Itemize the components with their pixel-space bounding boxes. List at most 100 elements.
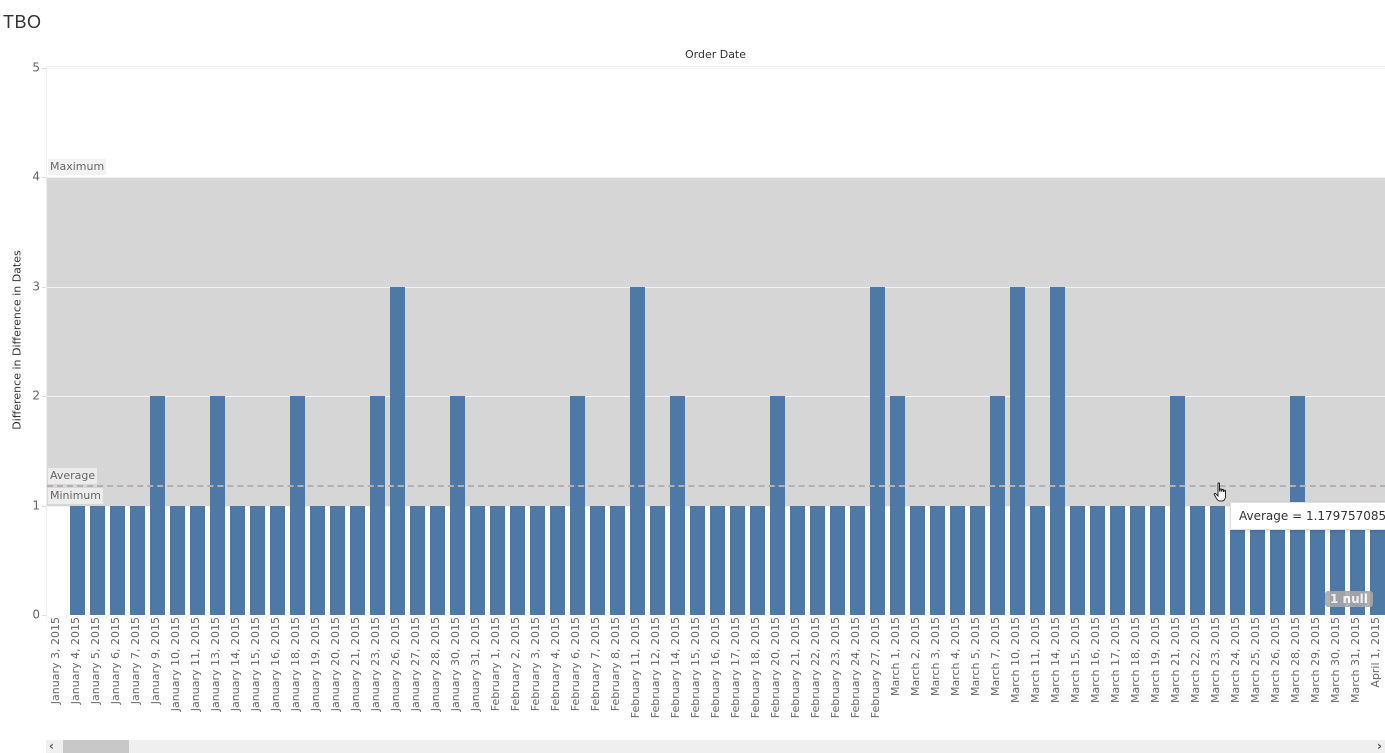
reference-band[interactable] bbox=[47, 177, 1385, 506]
y-axis-title[interactable]: Difference in Difference in Dates bbox=[10, 250, 24, 430]
bar[interactable] bbox=[1370, 505, 1385, 615]
bar[interactable] bbox=[1350, 505, 1365, 615]
bar[interactable] bbox=[230, 505, 245, 615]
bar[interactable] bbox=[650, 505, 665, 615]
bar[interactable] bbox=[1170, 396, 1185, 615]
y-tick-label: 2 bbox=[32, 388, 40, 403]
x-tick-label: January 27, 2015 bbox=[409, 617, 422, 712]
bar[interactable] bbox=[250, 505, 265, 615]
bar[interactable] bbox=[1210, 505, 1225, 615]
null-indicator-badge[interactable]: 1 null bbox=[1325, 591, 1373, 607]
bar[interactable] bbox=[770, 396, 785, 615]
bar[interactable] bbox=[310, 505, 325, 615]
scroll-thumb[interactable] bbox=[63, 740, 129, 753]
bar[interactable] bbox=[910, 505, 925, 615]
bar[interactable] bbox=[1090, 505, 1105, 615]
bar[interactable] bbox=[370, 396, 385, 615]
bar[interactable] bbox=[70, 505, 85, 615]
x-tick-mark bbox=[66, 615, 67, 619]
plot-area[interactable]: Maximum Average Minimum bbox=[46, 67, 1385, 615]
bar[interactable] bbox=[170, 505, 185, 615]
bar[interactable] bbox=[630, 286, 645, 615]
bar[interactable] bbox=[550, 505, 565, 615]
bar[interactable] bbox=[470, 505, 485, 615]
x-tick-label: January 3, 2015 bbox=[49, 617, 62, 705]
column-header-order-date[interactable]: Order Date bbox=[684, 48, 747, 61]
bar[interactable] bbox=[850, 505, 865, 615]
bar[interactable] bbox=[1250, 505, 1265, 615]
bar[interactable] bbox=[890, 396, 905, 615]
x-tick-mark bbox=[366, 615, 367, 619]
x-tick-mark bbox=[506, 615, 507, 619]
bar[interactable] bbox=[610, 505, 625, 615]
bar[interactable] bbox=[490, 505, 505, 615]
horizontal-scrollbar[interactable]: ‹ › bbox=[46, 739, 1385, 753]
x-tick-label: March 14, 2015 bbox=[1049, 617, 1062, 704]
x-tick-label: January 10, 2015 bbox=[169, 617, 182, 712]
x-tick-mark bbox=[1266, 615, 1267, 619]
bar[interactable] bbox=[690, 505, 705, 615]
x-tick-mark bbox=[306, 615, 307, 619]
bar[interactable] bbox=[430, 505, 445, 615]
bar[interactable] bbox=[210, 396, 225, 615]
bar[interactable] bbox=[190, 505, 205, 615]
x-axis[interactable]: January 3, 2015 January 4, 2015 January 5,… bbox=[46, 615, 1385, 719]
bar[interactable] bbox=[290, 396, 305, 615]
bar[interactable] bbox=[90, 505, 105, 615]
x-tick-mark bbox=[1186, 615, 1187, 619]
bar[interactable] bbox=[450, 396, 465, 615]
bar[interactable] bbox=[1150, 505, 1165, 615]
x-tick-label: January 5, 2015 bbox=[89, 617, 102, 705]
bar[interactable] bbox=[810, 505, 825, 615]
bar[interactable] bbox=[990, 396, 1005, 615]
bar[interactable] bbox=[710, 505, 725, 615]
x-tick-label: February 27, 2015 bbox=[869, 617, 882, 719]
x-tick-label: January 23, 2015 bbox=[369, 617, 382, 712]
bar[interactable] bbox=[1050, 286, 1065, 615]
bar[interactable] bbox=[950, 505, 965, 615]
bar[interactable] bbox=[110, 505, 125, 615]
x-tick-mark bbox=[206, 615, 207, 619]
bar[interactable] bbox=[150, 396, 165, 615]
bar[interactable] bbox=[1130, 505, 1145, 615]
bar[interactable] bbox=[1230, 505, 1245, 615]
bar[interactable] bbox=[1030, 505, 1045, 615]
average-line[interactable] bbox=[47, 484, 1385, 487]
bar[interactable] bbox=[870, 286, 885, 615]
x-tick-mark bbox=[766, 615, 767, 619]
bar[interactable] bbox=[1330, 505, 1345, 615]
bar[interactable] bbox=[270, 505, 285, 615]
bar[interactable] bbox=[130, 505, 145, 615]
bar[interactable] bbox=[390, 286, 405, 615]
x-tick-mark bbox=[1026, 615, 1027, 619]
bar[interactable] bbox=[1070, 505, 1085, 615]
bar[interactable] bbox=[590, 505, 605, 615]
x-tick-label: February 8, 2015 bbox=[609, 617, 622, 712]
bar[interactable] bbox=[750, 505, 765, 615]
scroll-left-arrow-icon[interactable]: ‹ bbox=[49, 739, 54, 753]
bar[interactable] bbox=[790, 505, 805, 615]
bar[interactable] bbox=[830, 505, 845, 615]
scroll-right-arrow-icon[interactable]: › bbox=[1377, 739, 1382, 753]
x-tick-mark bbox=[786, 615, 787, 619]
x-tick-mark bbox=[186, 615, 187, 619]
y-tick-label: 1 bbox=[32, 497, 40, 512]
bar[interactable] bbox=[350, 505, 365, 615]
bar[interactable] bbox=[1110, 505, 1125, 615]
bar[interactable] bbox=[970, 505, 985, 615]
bar[interactable] bbox=[670, 396, 685, 615]
bar[interactable] bbox=[1270, 505, 1285, 615]
x-tick-mark bbox=[466, 615, 467, 619]
x-tick-label: February 17, 2015 bbox=[729, 617, 742, 719]
bar[interactable] bbox=[730, 505, 745, 615]
bar[interactable] bbox=[330, 505, 345, 615]
bar[interactable] bbox=[570, 396, 585, 615]
bar[interactable] bbox=[410, 505, 425, 615]
bar[interactable] bbox=[510, 505, 525, 615]
bar[interactable] bbox=[930, 505, 945, 615]
bar[interactable] bbox=[530, 505, 545, 615]
bar[interactable] bbox=[1190, 505, 1205, 615]
x-tick-label: January 14, 2015 bbox=[229, 617, 242, 712]
bar[interactable] bbox=[1010, 286, 1025, 615]
bar[interactable] bbox=[1310, 505, 1325, 615]
